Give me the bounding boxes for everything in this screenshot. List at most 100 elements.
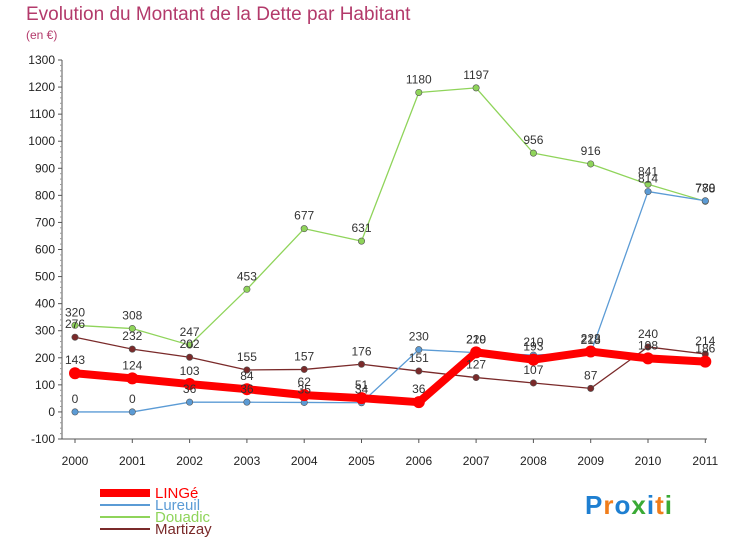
data-point: [644, 343, 652, 351]
data-point: [701, 197, 709, 205]
data-label: 62: [298, 375, 312, 389]
data-point: [128, 345, 136, 353]
data-label: 186: [695, 342, 715, 356]
data-label: 193: [523, 340, 543, 354]
data-point: [71, 333, 79, 341]
proxiti-logo: Proxiti: [585, 490, 673, 521]
data-point: [243, 398, 251, 406]
data-point: [529, 149, 537, 157]
y-tick-label: 800: [35, 188, 55, 202]
data-label: 230: [409, 330, 429, 344]
series-line-Lureuil: [74, 190, 706, 413]
data-label: 124: [122, 358, 142, 372]
data-point: [240, 383, 253, 396]
data-label: 219: [466, 333, 486, 347]
y-tick-label: -100: [31, 432, 55, 446]
y-tick-label: 1000: [28, 134, 55, 148]
data-label: 51: [355, 378, 369, 392]
data-point: [357, 237, 365, 245]
y-tick-label: 1100: [29, 107, 55, 121]
y-tick-label: 100: [35, 378, 55, 392]
x-tick-label: 2010: [635, 454, 662, 468]
y-tick-label: 200: [35, 351, 55, 365]
legend-label: LINGé: [155, 485, 198, 502]
series-layer: [69, 84, 712, 416]
data-label: 223: [581, 332, 601, 346]
data-label: 198: [638, 338, 658, 352]
data-label: 202: [180, 337, 200, 351]
data-label: 103: [180, 364, 200, 378]
data-point: [529, 379, 537, 387]
legend-label: Douadic: [155, 509, 211, 526]
data-point: [472, 84, 480, 92]
x-tick-label: 2011: [692, 454, 718, 468]
x-tick-label: 2004: [291, 454, 318, 468]
data-point: [587, 384, 595, 392]
data-label: 151: [409, 351, 429, 365]
data-point: [186, 353, 194, 361]
data-label: 220: [466, 332, 486, 346]
data-point: [300, 365, 308, 373]
data-label: 157: [294, 349, 314, 363]
data-point: [584, 345, 597, 358]
data-label: 214: [695, 334, 715, 348]
data-label: 308: [122, 309, 142, 323]
data-point: [186, 341, 194, 349]
data-label: 218: [581, 333, 601, 347]
series-line-Douadic: [74, 87, 706, 346]
axes: -100010020030040050060070080090010001100…: [28, 53, 718, 468]
data-point: [587, 160, 595, 168]
data-label: 0: [72, 392, 79, 406]
data-labels-layer: 143 124 103 84 62 51 36 220 193 223 198 186 0 0 36 36 35…: [65, 68, 716, 406]
data-point: [644, 180, 652, 188]
logo-letter: t: [655, 490, 665, 520]
data-label: 87: [584, 368, 598, 382]
data-label: 320: [65, 305, 85, 319]
x-tick-label: 2003: [234, 454, 261, 468]
data-label: 210: [523, 335, 543, 349]
x-tick-label: 2006: [405, 454, 432, 468]
data-point: [243, 285, 251, 293]
data-point: [186, 398, 194, 406]
data-point: [415, 367, 423, 375]
data-point: [298, 389, 311, 402]
data-point: [300, 225, 308, 233]
logo-letter: i: [646, 490, 656, 520]
data-label: 36: [240, 382, 254, 396]
data-point: [71, 321, 79, 329]
data-label: 841: [638, 164, 658, 178]
data-label: 240: [638, 327, 658, 341]
logo-letter: i: [664, 490, 673, 520]
series-line-LINGé: [71, 347, 710, 407]
data-label: 814: [638, 172, 658, 186]
data-point: [71, 408, 79, 416]
y-tick-label: 300: [35, 324, 55, 338]
x-tick-label: 2005: [348, 454, 375, 468]
data-point: [642, 352, 654, 365]
y-tick-label: 1200: [28, 80, 55, 94]
y-tick-label: 900: [35, 161, 55, 175]
data-label: 232: [122, 329, 142, 343]
data-point: [128, 408, 136, 416]
y-tick-label: 500: [35, 270, 55, 284]
data-label: 677: [294, 209, 314, 223]
data-point: [699, 355, 712, 368]
data-point: [412, 396, 425, 409]
data-label: 1180: [406, 72, 432, 86]
y-tick-label: 600: [35, 243, 55, 257]
data-label: 778: [695, 181, 715, 195]
legend-label: Martizay: [155, 521, 212, 538]
y-tick-label: 700: [35, 215, 55, 229]
data-label: 35: [298, 382, 312, 396]
data-label: 127: [466, 358, 486, 372]
data-point: [527, 353, 540, 366]
data-label: 34: [355, 383, 369, 397]
x-tick-label: 2007: [463, 454, 490, 468]
data-label: 276: [65, 317, 85, 331]
data-label: 956: [523, 133, 543, 147]
data-point: [415, 88, 423, 96]
data-label: 1197: [463, 68, 489, 82]
